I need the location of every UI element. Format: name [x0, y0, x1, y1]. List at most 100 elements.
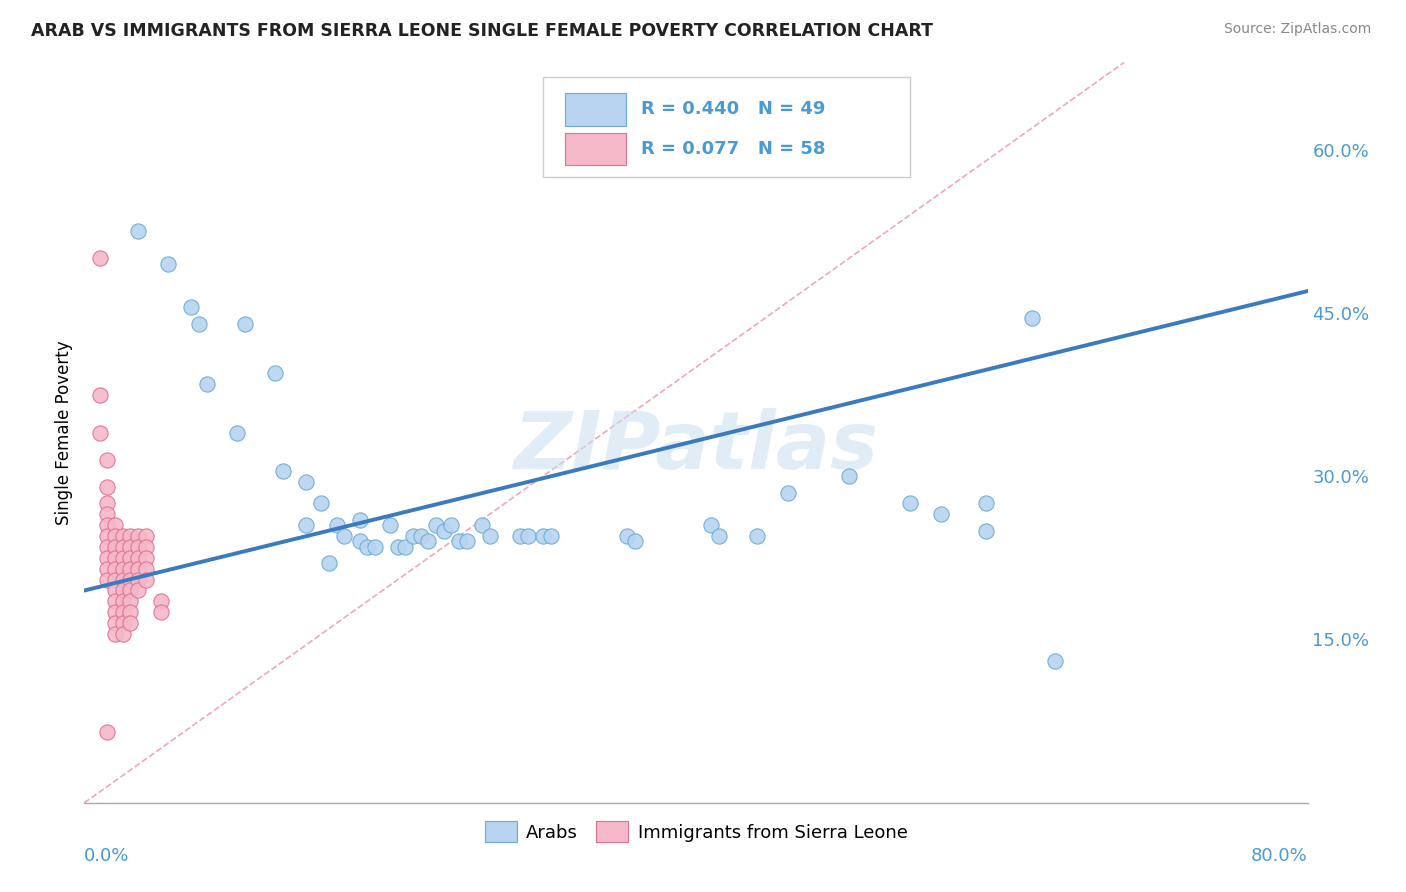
Point	[120, 605, 142, 619]
Point	[104, 540, 127, 554]
Point	[349, 513, 371, 527]
Point	[135, 573, 157, 587]
Point	[295, 475, 318, 489]
Bar	[565, 133, 626, 166]
Point	[127, 562, 149, 576]
Point	[233, 317, 256, 331]
Point	[478, 529, 501, 543]
Point	[96, 550, 118, 565]
Point	[111, 583, 134, 598]
Point	[127, 540, 149, 554]
Legend: Arabs, Immigrants from Sierra Leone: Arabs, Immigrants from Sierra Leone	[477, 814, 915, 849]
Point	[127, 550, 149, 565]
Point	[135, 540, 157, 554]
Point	[440, 518, 463, 533]
Point	[226, 425, 249, 440]
Text: R = 0.440   N = 49: R = 0.440 N = 49	[641, 100, 825, 119]
Point	[349, 534, 371, 549]
Point	[96, 573, 118, 587]
Point	[111, 550, 134, 565]
Point	[433, 524, 456, 538]
Point	[402, 529, 425, 543]
Point	[311, 496, 333, 510]
Point	[1045, 654, 1067, 668]
Point	[616, 529, 638, 543]
Point	[976, 496, 998, 510]
Point	[127, 224, 149, 238]
Point	[96, 508, 118, 522]
Point	[120, 562, 142, 576]
Point	[120, 529, 142, 543]
Point	[127, 583, 149, 598]
Point	[295, 518, 318, 533]
Point	[898, 496, 921, 510]
Point	[96, 518, 118, 533]
Point	[111, 627, 134, 641]
Point	[111, 562, 134, 576]
Point	[135, 550, 157, 565]
Point	[188, 317, 211, 331]
Point	[356, 540, 378, 554]
Point	[104, 573, 127, 587]
Point	[96, 496, 118, 510]
Point	[120, 550, 142, 565]
Point	[89, 387, 111, 401]
Point	[89, 425, 111, 440]
Point	[838, 469, 860, 483]
Point	[1021, 311, 1043, 326]
Point	[96, 540, 118, 554]
Point	[135, 529, 157, 543]
Point	[976, 524, 998, 538]
Point	[120, 540, 142, 554]
Point	[707, 529, 730, 543]
Point	[104, 583, 127, 598]
Point	[700, 518, 723, 533]
Point	[471, 518, 494, 533]
Point	[318, 556, 340, 570]
Point	[111, 594, 134, 608]
Point	[120, 616, 142, 631]
Point	[104, 529, 127, 543]
Point	[96, 562, 118, 576]
Point	[271, 464, 294, 478]
Point	[747, 529, 769, 543]
Point	[127, 529, 149, 543]
Text: 0.0%: 0.0%	[84, 847, 129, 865]
Point	[120, 583, 142, 598]
Point	[111, 540, 134, 554]
Point	[418, 534, 440, 549]
Text: 80.0%: 80.0%	[1251, 847, 1308, 865]
Point	[104, 627, 127, 641]
Point	[96, 529, 118, 543]
Point	[195, 376, 218, 391]
Point	[104, 594, 127, 608]
Point	[364, 540, 387, 554]
Point	[135, 562, 157, 576]
Point	[111, 616, 134, 631]
Point	[104, 562, 127, 576]
Text: R = 0.077   N = 58: R = 0.077 N = 58	[641, 140, 825, 158]
FancyBboxPatch shape	[543, 78, 910, 178]
Text: ARAB VS IMMIGRANTS FROM SIERRA LEONE SINGLE FEMALE POVERTY CORRELATION CHART: ARAB VS IMMIGRANTS FROM SIERRA LEONE SIN…	[31, 22, 934, 40]
Point	[509, 529, 531, 543]
Point	[149, 605, 172, 619]
Point	[120, 573, 142, 587]
Point	[111, 529, 134, 543]
Point	[624, 534, 647, 549]
Bar	[565, 93, 626, 126]
Point	[120, 594, 142, 608]
Text: Source: ZipAtlas.com: Source: ZipAtlas.com	[1223, 22, 1371, 37]
Point	[387, 540, 409, 554]
Point	[776, 485, 799, 500]
Point	[96, 725, 118, 739]
Point	[104, 616, 127, 631]
Point	[264, 366, 287, 380]
Point	[96, 480, 118, 494]
Point	[104, 605, 127, 619]
Point	[409, 529, 432, 543]
Point	[149, 594, 172, 608]
Point	[531, 529, 554, 543]
Point	[380, 518, 402, 533]
Point	[325, 518, 347, 533]
Point	[456, 534, 478, 549]
